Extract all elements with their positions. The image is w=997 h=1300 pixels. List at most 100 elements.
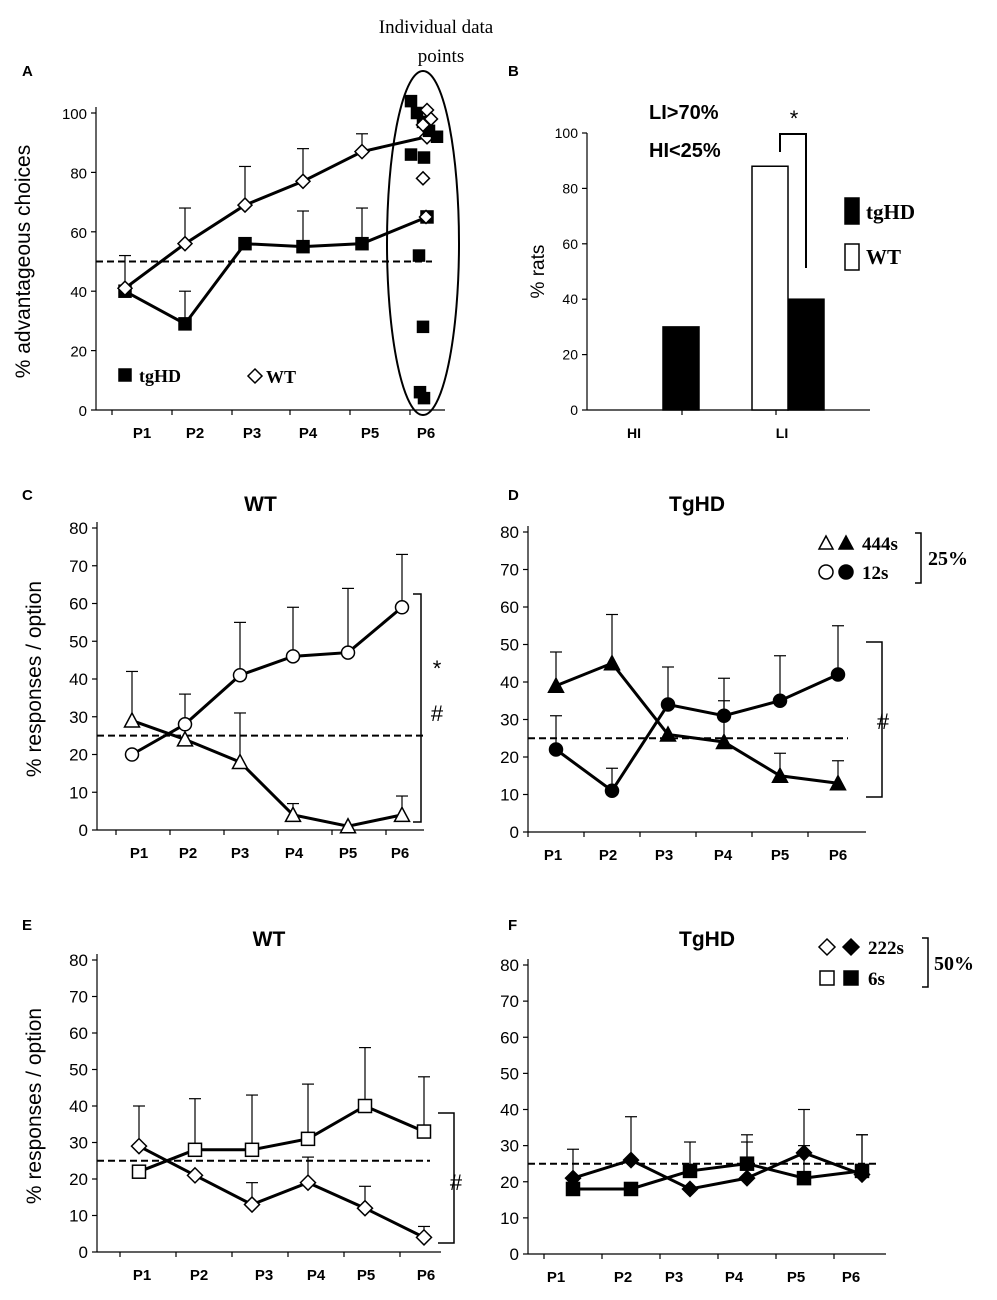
y-tick-label: 60 bbox=[562, 236, 578, 252]
y-tick-label: 60 bbox=[69, 595, 88, 614]
x-tick-label: P4 bbox=[299, 425, 318, 442]
x-tick-label: P4 bbox=[285, 845, 304, 862]
y-tick-label: 0 bbox=[570, 402, 578, 418]
y-tick-label: 80 bbox=[70, 165, 87, 182]
y-tick-label: 0 bbox=[79, 821, 88, 840]
data-point bbox=[682, 1163, 698, 1179]
y-tick-label: 60 bbox=[69, 1024, 88, 1043]
annotation-text: points bbox=[418, 46, 464, 67]
data-point bbox=[356, 1199, 374, 1217]
data-point bbox=[772, 693, 788, 708]
data-point bbox=[243, 1195, 261, 1214]
y-tick-label: 100 bbox=[555, 125, 579, 141]
legend-marker-open bbox=[818, 564, 834, 580]
panel-d: D TgHD 0 10 20 30 40 50 60 70 80 P1 P2 P3 P4 P5 P6 #444s 1… bbox=[500, 487, 968, 864]
legend-swatch-wt bbox=[844, 243, 860, 271]
x-tick-label: P6 bbox=[391, 845, 409, 862]
bar-tghd-li bbox=[787, 298, 825, 411]
y-tick-label: 40 bbox=[500, 1101, 519, 1120]
x-tick-label: P5 bbox=[361, 425, 379, 442]
panel-title: WT bbox=[253, 928, 286, 951]
data-point bbox=[299, 1174, 317, 1192]
y-tick-label: 40 bbox=[562, 291, 578, 307]
data-point bbox=[393, 805, 411, 823]
y-tick-label: 0 bbox=[510, 823, 519, 842]
y-tick-label: 70 bbox=[500, 992, 519, 1011]
annotation-hi: HI<25% bbox=[649, 140, 721, 162]
x-tick-label: P6 bbox=[829, 847, 847, 864]
y-axis-label: % responses / option bbox=[23, 1008, 46, 1204]
data-point bbox=[284, 805, 302, 823]
data-point bbox=[715, 732, 733, 750]
y-tick-label: 20 bbox=[500, 1173, 519, 1192]
data-point bbox=[853, 1165, 871, 1184]
data-point bbox=[659, 725, 677, 742]
y-tick-label: 10 bbox=[500, 1209, 519, 1228]
x-tick-label: P1 bbox=[544, 847, 562, 864]
data-point bbox=[415, 1228, 433, 1246]
y-tick-label: 20 bbox=[69, 746, 88, 765]
data-point bbox=[244, 1142, 260, 1158]
data-point bbox=[355, 236, 369, 251]
y-tick-label: 80 bbox=[500, 523, 519, 542]
y-tick-label: 80 bbox=[69, 951, 88, 970]
x-tick-label: P3 bbox=[655, 847, 673, 864]
legend-marker-open bbox=[817, 937, 837, 957]
data-point bbox=[564, 1169, 582, 1187]
panel-title: TgHD bbox=[679, 928, 735, 951]
data-point bbox=[296, 239, 310, 254]
data-point bbox=[548, 742, 564, 757]
legend-group-label: 50% bbox=[934, 953, 974, 975]
data-point bbox=[416, 1124, 432, 1139]
x-tick-label: P1 bbox=[133, 1267, 151, 1284]
panel-label-c: C bbox=[22, 487, 33, 504]
y-tick-label: 20 bbox=[500, 748, 519, 767]
legend: 444s 12s 25% bbox=[817, 532, 968, 584]
series-line bbox=[138, 1104, 425, 1174]
y-tick-label: 30 bbox=[69, 1134, 88, 1153]
legend-marker-wt bbox=[246, 367, 264, 385]
legend-marker-tghd bbox=[118, 368, 132, 382]
data-point bbox=[300, 1131, 316, 1147]
x-tick-label: P4 bbox=[307, 1267, 326, 1284]
series-line bbox=[573, 1162, 863, 1191]
series-tghd bbox=[118, 207, 434, 331]
y-tick-label: 10 bbox=[500, 786, 519, 805]
data-point bbox=[238, 236, 252, 251]
y-tick-label: 20 bbox=[69, 1170, 88, 1189]
panel-a: A 0 20 40 60 80 100 P1 P2 P3 P4 P5 P6 % advantageous … bbox=[12, 17, 494, 442]
x-tick-label: P3 bbox=[231, 845, 249, 862]
data-point bbox=[660, 697, 676, 712]
series-line bbox=[131, 606, 403, 756]
data-point bbox=[547, 676, 565, 693]
x-tick-label: P2 bbox=[599, 847, 617, 864]
panel-f: F TgHD 0 10 20 30 40 50 60 70 80 P1 P2 P3 P4 P5 P6 222s 6s… bbox=[500, 917, 974, 1286]
y-tick-label: 80 bbox=[69, 519, 88, 538]
significance-bracket bbox=[779, 133, 807, 268]
panel-label-a: A bbox=[22, 63, 33, 80]
y-tick-label: 40 bbox=[70, 284, 87, 301]
individual-point-tghd bbox=[412, 249, 426, 262]
individual-point-tghd bbox=[416, 320, 430, 334]
panel-title: TgHD bbox=[669, 493, 725, 516]
individual-point-tghd bbox=[417, 151, 431, 164]
significance-hash: # bbox=[450, 1170, 463, 1195]
panel-label-e: E bbox=[22, 917, 32, 934]
data-point bbox=[394, 600, 410, 615]
x-tick-label: P4 bbox=[725, 1269, 744, 1286]
x-tick-label: P6 bbox=[842, 1269, 860, 1286]
data-point bbox=[178, 317, 192, 331]
y-axis-label: % responses / option bbox=[23, 581, 46, 777]
y-tick-label: 40 bbox=[69, 1097, 88, 1116]
x-tick-label: HI bbox=[627, 425, 641, 441]
significance-hash: # bbox=[877, 709, 890, 734]
data-point bbox=[123, 711, 141, 728]
data-point bbox=[339, 817, 357, 834]
legend-label: 444s bbox=[862, 534, 898, 555]
y-tick-label: 50 bbox=[69, 632, 88, 651]
data-point bbox=[796, 1170, 812, 1186]
panel-label-d: D bbox=[508, 487, 519, 504]
significance-star: * bbox=[790, 106, 799, 131]
annotation-li: LI>70% bbox=[649, 102, 719, 124]
